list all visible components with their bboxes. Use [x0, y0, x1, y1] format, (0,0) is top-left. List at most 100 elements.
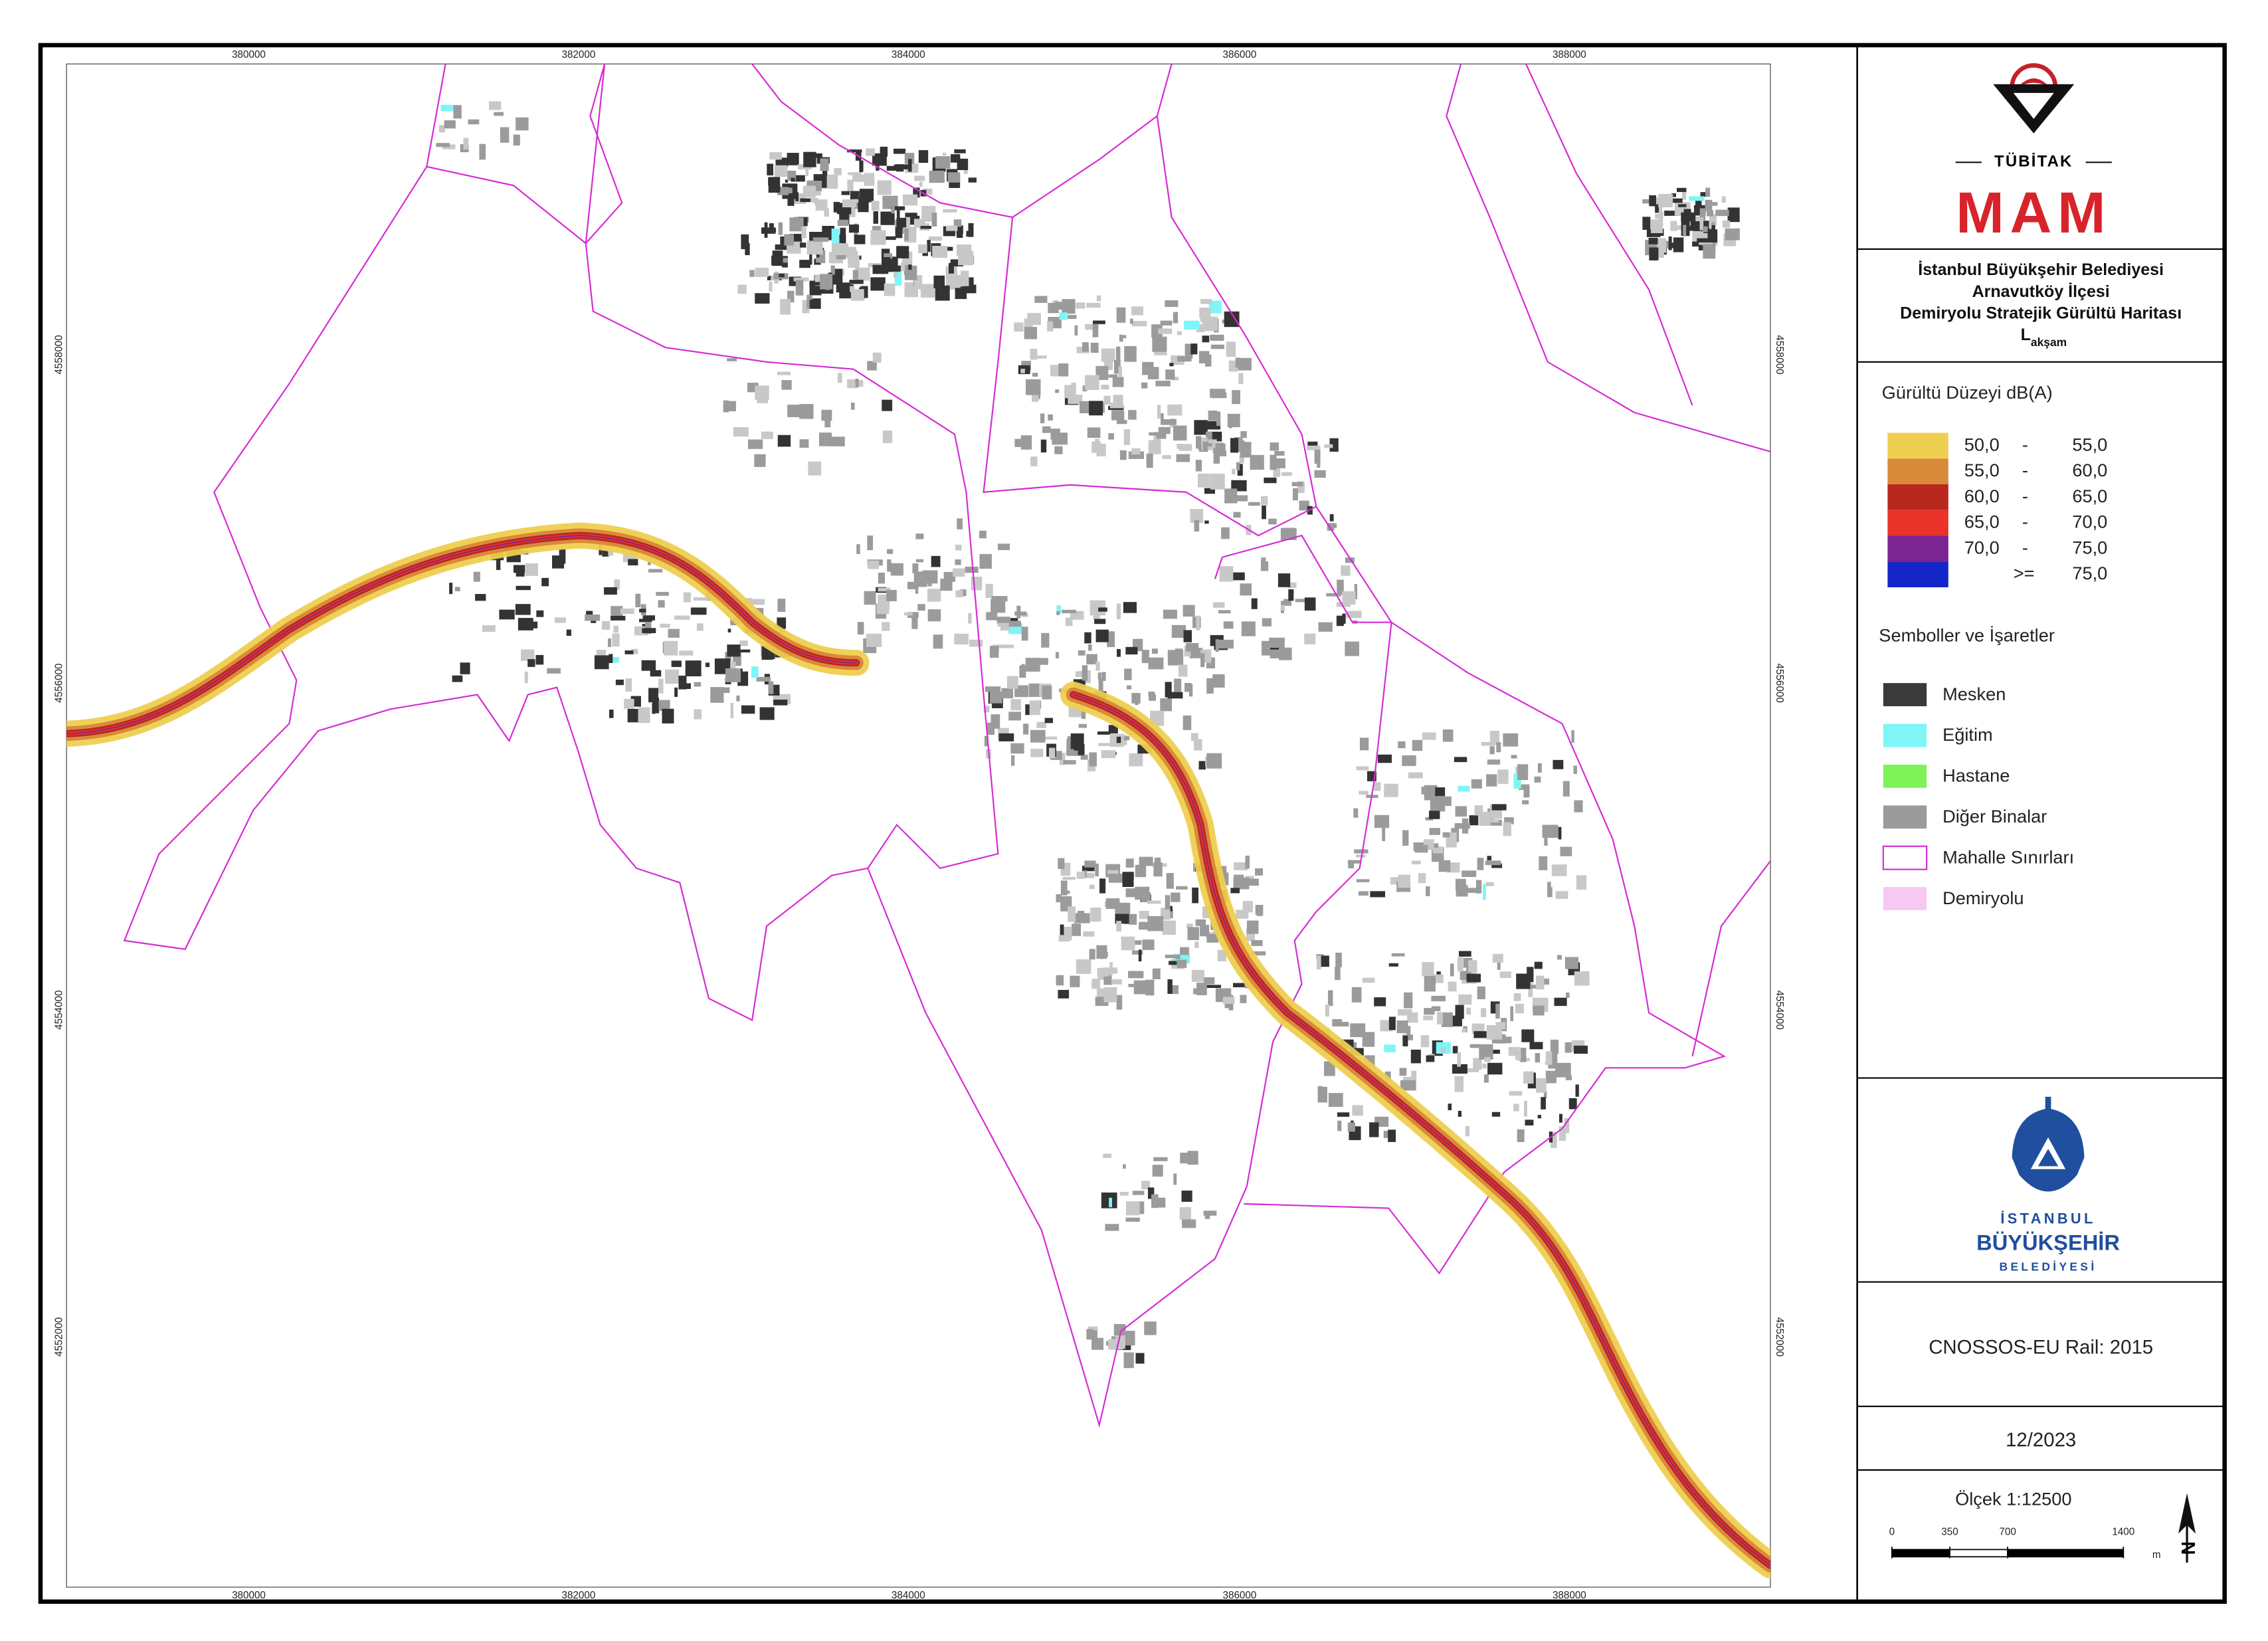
building	[914, 175, 925, 181]
building	[1240, 442, 1252, 458]
building	[1196, 324, 1204, 333]
scale-tick: 350	[1941, 1526, 1958, 1537]
buildings	[436, 101, 1740, 1369]
y-coord-left: 4554000	[53, 991, 64, 1030]
building	[1274, 450, 1285, 456]
building	[1141, 382, 1148, 389]
building	[773, 700, 788, 706]
building	[642, 615, 655, 621]
building	[648, 561, 651, 565]
building	[1388, 1129, 1396, 1142]
building	[884, 283, 896, 296]
building	[1374, 815, 1390, 828]
building	[820, 274, 833, 290]
symbol-label: Diğer Binalar	[1942, 806, 2047, 826]
building	[641, 660, 656, 671]
building	[1101, 385, 1109, 390]
building	[1398, 1009, 1412, 1016]
building	[1129, 753, 1143, 767]
x-coord-bottom: 382000	[561, 1590, 595, 1601]
building	[1214, 450, 1227, 456]
building	[1070, 733, 1084, 749]
building	[494, 112, 504, 116]
building	[1218, 610, 1231, 614]
building	[795, 280, 804, 296]
building	[1096, 443, 1106, 456]
building	[855, 378, 859, 387]
building	[1721, 196, 1726, 203]
building	[1448, 981, 1457, 992]
building	[1128, 410, 1137, 420]
building	[779, 273, 785, 278]
building	[1568, 1098, 1577, 1110]
building	[767, 163, 774, 176]
building	[791, 177, 795, 182]
building	[1509, 1091, 1523, 1096]
building	[850, 289, 864, 301]
building	[1123, 1352, 1134, 1369]
building	[1116, 307, 1126, 323]
building	[1410, 1049, 1421, 1064]
building	[1157, 405, 1161, 419]
building	[1056, 611, 1060, 615]
building	[860, 286, 868, 298]
building	[1124, 668, 1132, 680]
building	[1058, 858, 1065, 869]
building	[1030, 729, 1046, 743]
building	[814, 199, 826, 206]
ibb-text: BELEDİYESİ	[2000, 1260, 2097, 1273]
building	[694, 709, 702, 720]
building	[1092, 320, 1105, 324]
building	[850, 286, 855, 292]
building	[521, 621, 538, 628]
building	[1010, 743, 1024, 754]
scale-tick: 0	[1889, 1526, 1895, 1537]
building	[1135, 1353, 1145, 1364]
building	[585, 614, 601, 621]
building	[1483, 884, 1486, 900]
building	[1317, 1086, 1323, 1095]
building	[1236, 462, 1240, 471]
building	[1329, 514, 1334, 522]
building	[1196, 615, 1200, 630]
legend-from: 60,0	[1964, 486, 2000, 506]
date: 12/2023	[2006, 1429, 2076, 1451]
building	[1671, 193, 1676, 197]
building	[1085, 375, 1099, 390]
building	[1658, 212, 1663, 226]
building	[927, 578, 932, 587]
building	[1293, 488, 1298, 501]
building	[1240, 431, 1247, 438]
building	[1466, 973, 1481, 983]
building	[1173, 425, 1187, 441]
building	[1262, 618, 1272, 627]
building	[1109, 962, 1113, 976]
building	[802, 300, 810, 314]
building	[1165, 682, 1172, 698]
building	[806, 241, 823, 255]
x-coord-top: 382000	[561, 49, 595, 60]
building	[1336, 615, 1344, 627]
building	[1722, 220, 1731, 228]
building	[1040, 439, 1047, 453]
building	[983, 706, 990, 713]
building	[1152, 336, 1167, 352]
building	[1131, 321, 1147, 327]
building	[1139, 856, 1153, 866]
building	[963, 167, 968, 174]
building	[460, 662, 470, 674]
building	[997, 623, 1009, 627]
building	[1158, 427, 1171, 434]
building	[1231, 480, 1247, 492]
building	[1135, 886, 1150, 900]
building	[1125, 646, 1138, 655]
building	[1255, 868, 1264, 876]
building	[1194, 420, 1208, 435]
building	[1095, 629, 1109, 642]
building	[1187, 927, 1199, 941]
building	[1307, 441, 1318, 448]
building	[1135, 701, 1139, 706]
building	[966, 231, 970, 237]
x-coord-top: 384000	[892, 49, 925, 60]
building	[1513, 993, 1521, 1001]
